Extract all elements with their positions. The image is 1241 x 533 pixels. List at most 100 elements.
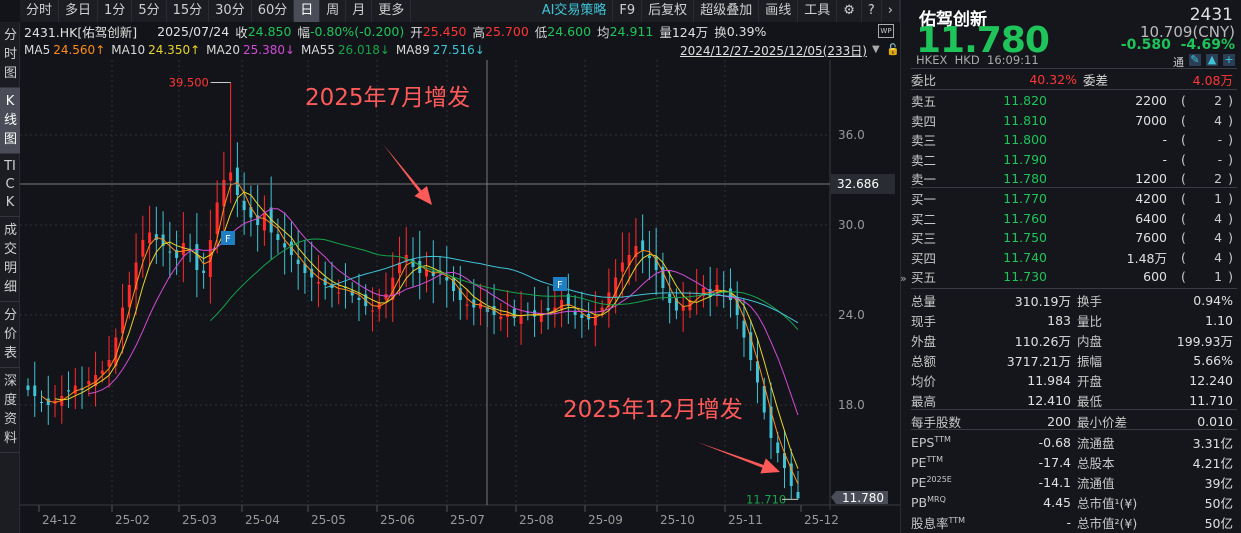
stat-value-2: 3.31亿 bbox=[1192, 436, 1233, 451]
x-tick-label: 25-11 bbox=[728, 513, 763, 527]
stat-label: PBMRQ bbox=[911, 495, 967, 510]
sidebar-tab-3[interactable]: 成交明细 bbox=[0, 217, 20, 302]
candle-body bbox=[121, 307, 125, 334]
candle-body bbox=[654, 256, 658, 270]
level-price[interactable]: 11.790 bbox=[1003, 151, 1047, 167]
period-tab-10[interactable]: 更多 bbox=[372, 0, 412, 22]
tool-button-3[interactable]: 超级叠加 bbox=[694, 0, 760, 22]
x-tick-label: 25-02 bbox=[115, 513, 150, 527]
event-marker[interactable] bbox=[553, 277, 567, 291]
chevron-right-icon[interactable]: › bbox=[882, 0, 900, 22]
stat-label-2: 量比 bbox=[1077, 314, 1103, 329]
lock-icon[interactable]: 🔓 bbox=[886, 43, 900, 56]
sidebar-tab-1[interactable]: K线图 bbox=[0, 88, 20, 154]
stat-value: 11.984 bbox=[1027, 373, 1071, 388]
period-tab-5[interactable]: 30分 bbox=[209, 0, 252, 22]
level-count: (4) bbox=[1181, 230, 1233, 245]
sidebar-tab-label: K线图 bbox=[4, 94, 18, 147]
candle-body bbox=[397, 262, 401, 274]
level-price[interactable]: 11.750 bbox=[1003, 230, 1047, 245]
tool-button-0[interactable]: AI交易策略 bbox=[536, 0, 614, 22]
tool-button-5[interactable]: 工具 bbox=[798, 0, 838, 22]
stat-value: 4.45 bbox=[1043, 495, 1071, 510]
level-volume: 600 bbox=[1143, 269, 1167, 284]
weibi-label: 委比 bbox=[911, 73, 937, 88]
period-tab-8[interactable]: 周 bbox=[320, 0, 347, 22]
level-price[interactable]: 11.740 bbox=[1003, 249, 1047, 265]
ma-line-ma55 bbox=[210, 238, 799, 331]
candle-body bbox=[627, 255, 631, 266]
stat-label-sup: MRQ bbox=[927, 494, 946, 504]
sidebar-tab-label: 成交明细 bbox=[4, 223, 18, 295]
plus-icon[interactable]: + bbox=[1223, 53, 1235, 66]
quote-time: 16:09:11 bbox=[987, 53, 1039, 67]
event-marker[interactable] bbox=[221, 231, 235, 245]
low-value: 24.600 bbox=[547, 23, 592, 39]
exchange: HKEX bbox=[916, 53, 948, 67]
level-label: 买一 bbox=[911, 192, 937, 207]
kline-chart[interactable]: 36.0 30.0 24.0 18.0 24-12 25-02 25-03 25-04 25-0… bbox=[20, 60, 900, 533]
sidebar-tab-2[interactable]: TICK bbox=[0, 154, 20, 217]
quote-panel: 佑驾创新 2431 11.780 10.709(CNY) -0.580 -4.6… bbox=[900, 0, 1241, 533]
sidebar-tab-label: 分价表 bbox=[4, 308, 18, 361]
sidebar-tab-4[interactable]: 分价表 bbox=[0, 302, 20, 368]
min-price-label: 11.710 bbox=[746, 492, 786, 506]
sidebar-tab-5[interactable]: 深度资料 bbox=[0, 368, 20, 453]
period-tab-4[interactable]: 15分 bbox=[167, 0, 210, 22]
stock-code: 2431 bbox=[1189, 5, 1233, 25]
vol-value: 124万 bbox=[671, 24, 709, 40]
level-price[interactable]: 11.780 bbox=[1003, 171, 1047, 186]
candle-body bbox=[431, 271, 435, 276]
stat-value: -17.4 bbox=[1038, 455, 1071, 470]
candle-body bbox=[411, 259, 415, 267]
tool-button-1[interactable]: F9 bbox=[613, 0, 643, 22]
period-tab-0[interactable]: 分时 bbox=[20, 0, 60, 22]
stat-label-2: 最低 bbox=[1077, 394, 1103, 409]
period-tab-2[interactable]: 1分 bbox=[98, 0, 133, 22]
level-volume: - bbox=[1162, 132, 1167, 147]
stat-row: PBMRQ 4.45 总市值¹(¥) 50亿 bbox=[911, 493, 1233, 512]
period-tab-9[interactable]: 月 bbox=[346, 0, 373, 22]
stat-value: 183 bbox=[1047, 313, 1071, 328]
gear-icon[interactable]: ⚙ bbox=[837, 0, 862, 22]
tool-button-4[interactable]: 画线 bbox=[759, 0, 799, 22]
level-price[interactable]: 11.760 bbox=[1003, 210, 1047, 226]
ma-legend: MA5 24.560↑ MA10 24.350↑ MA20 25.380↓ MA55 26.0… bbox=[24, 42, 485, 58]
candle-body bbox=[715, 285, 719, 292]
candle-body bbox=[728, 288, 732, 300]
stat-row: 现手 183 量比 1.10 bbox=[911, 311, 1233, 330]
stat-value-2: 39亿 bbox=[1204, 476, 1233, 491]
period-tab-3[interactable]: 5分 bbox=[132, 0, 167, 22]
dropdown-icon[interactable]: ▼ bbox=[872, 44, 880, 55]
period-tab-1[interactable]: 多日 bbox=[59, 0, 99, 22]
stat-value-2: 199.93万 bbox=[1176, 334, 1233, 349]
level-price[interactable]: 11.800 bbox=[1003, 132, 1047, 147]
wp-icon[interactable]: WP bbox=[878, 24, 894, 38]
order-row: 卖二 11.790 -(-) bbox=[911, 150, 1233, 169]
collapse-panel-button[interactable]: » bbox=[900, 272, 907, 285]
candle-body bbox=[148, 232, 152, 244]
sidebar-tab-0[interactable]: 分时图 bbox=[0, 22, 20, 88]
stat-value-2: 0.010 bbox=[1197, 414, 1233, 429]
period-tab-6[interactable]: 60分 bbox=[252, 0, 295, 22]
level-volume: 4200 bbox=[1135, 191, 1167, 206]
candle-body bbox=[755, 361, 759, 383]
stat-value-2: 0.94% bbox=[1193, 293, 1233, 308]
period-tab-7[interactable]: 日 bbox=[294, 0, 321, 22]
stat-row: 外盘 110.26万 内盘 199.93万 bbox=[911, 331, 1233, 350]
level-price[interactable]: 11.770 bbox=[1003, 191, 1047, 206]
candle-body bbox=[40, 401, 44, 403]
ma-value: 27.516↓ bbox=[432, 43, 485, 57]
level-price[interactable]: 11.730 bbox=[1003, 269, 1047, 284]
help-icon[interactable]: ? bbox=[862, 0, 882, 22]
tool-button-2[interactable]: 后复权 bbox=[642, 0, 695, 22]
level-price[interactable]: 11.820 bbox=[1003, 93, 1047, 108]
candle-body bbox=[33, 385, 37, 396]
bell-icon[interactable]: ▲ bbox=[1206, 53, 1218, 66]
level-count-value: 2 bbox=[1214, 171, 1223, 186]
stat-value-2: 5.66% bbox=[1193, 353, 1233, 368]
level-price[interactable]: 11.810 bbox=[1003, 112, 1047, 128]
date-range[interactable]: 2024/12/27-2025/12/05(233日) bbox=[680, 44, 867, 58]
ma-value: 26.018↓ bbox=[337, 43, 390, 57]
edit-icon[interactable]: ✎ bbox=[1189, 53, 1201, 66]
